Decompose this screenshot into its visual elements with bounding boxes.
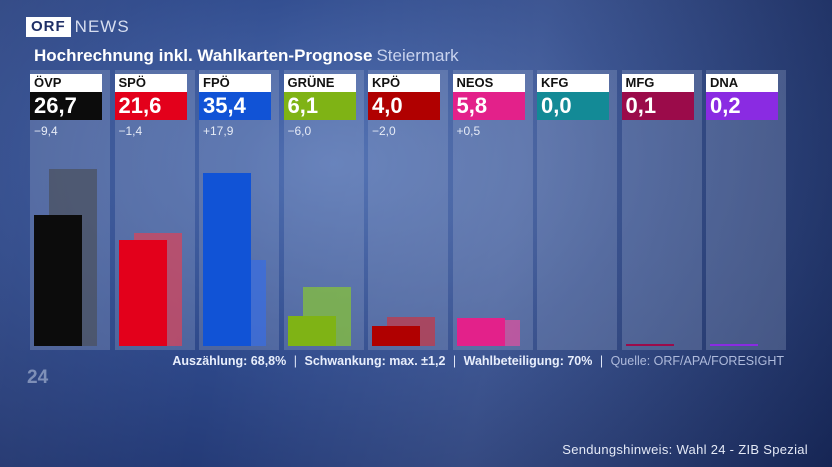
party-column: ÖVP 26,7 −9,4 [30, 70, 110, 350]
schwankung-text: Schwankung: max. ±1,2 [304, 354, 446, 368]
separator: | [293, 354, 297, 368]
broadcast-note: Sendungshinweis: Wahl 24 - ZIB Spezial [562, 442, 808, 457]
party-value-label: 26,7 [30, 92, 102, 120]
party-column: MFG 0,1 [621, 70, 702, 350]
party-column: KPÖ 4,0 −2,0 [368, 70, 448, 350]
party-value-label: 5,8 [452, 92, 525, 120]
current-result-bar [625, 344, 674, 346]
party-column: FPÖ 35,4 +17,9 [199, 70, 279, 350]
party-name: ÖVP [30, 74, 102, 92]
auszaehlung-text: Auszählung: 68,8% [172, 354, 287, 368]
current-result-bar [710, 344, 758, 346]
news-label: NEWS [74, 17, 130, 36]
party-column: SPÖ 21,6 −1,4 [114, 70, 195, 350]
party-column: NEOS 5,8 +0,5 [452, 70, 533, 350]
separator: | [599, 354, 604, 368]
channel-24-mark: 24 [27, 367, 49, 388]
current-result-bar [287, 316, 336, 346]
title-text: Hochrechnung inkl. Wahlkarten-Prognose [34, 46, 373, 65]
source-text: Quelle: ORF/APA/FORESIGHT [610, 354, 784, 368]
party-diff-label: +0,5 [456, 124, 481, 138]
party-value-label: 0,0 [537, 92, 609, 120]
current-result-bar [203, 172, 251, 346]
party-diff-label: +17,9 [203, 124, 234, 138]
party-column: DNA 0,2 [706, 70, 786, 350]
orf-logo-mark: ORF [26, 17, 71, 37]
party-name: KFG [537, 74, 609, 92]
wahlbeteiligung-text: Wahlbeteiligung: 70% [463, 354, 593, 368]
current-result-bar [34, 215, 82, 346]
party-diff-label: −1,4 [118, 124, 143, 138]
party-value-label: 35,4 [199, 92, 271, 120]
party-column: KFG 0,0 [537, 70, 617, 350]
party-value-label: 4,0 [368, 92, 440, 120]
orf-news-logo: ORF NEWS [26, 17, 130, 37]
separator: | [452, 354, 457, 368]
party-name: FPÖ [199, 74, 271, 92]
party-value-label: 21,6 [114, 92, 187, 120]
results-bar-chart: ÖVP 26,7 −9,4 SPÖ 21,6 −1,4 FPÖ 35,4 +17,9 GRÜNE 6… [30, 70, 786, 350]
current-result-bar [118, 240, 167, 346]
party-value-label: 0,2 [706, 92, 778, 120]
party-diff-label: −9,4 [34, 124, 58, 138]
chart-title: Hochrechnung inkl. Wahlkarten-Prognose St… [34, 46, 459, 66]
footer-info: Auszählung: 68,8% | Schwankung: max. ±1,… [172, 354, 784, 368]
region-label: Steiermark [376, 46, 459, 65]
current-result-bar [372, 326, 420, 346]
party-diff-label: −6,0 [287, 124, 312, 138]
party-name: KPÖ [368, 74, 440, 92]
party-column: GRÜNE 6,1 −6,0 [283, 70, 364, 350]
party-name: SPÖ [114, 74, 187, 92]
party-value-label: 6,1 [283, 92, 356, 120]
party-name: DNA [706, 74, 778, 92]
party-value-label: 0,1 [621, 92, 694, 120]
current-result-bar [456, 317, 505, 346]
party-name: MFG [621, 74, 694, 92]
party-name: GRÜNE [283, 74, 356, 92]
party-diff-label: −2,0 [372, 124, 396, 138]
party-name: NEOS [452, 74, 525, 92]
